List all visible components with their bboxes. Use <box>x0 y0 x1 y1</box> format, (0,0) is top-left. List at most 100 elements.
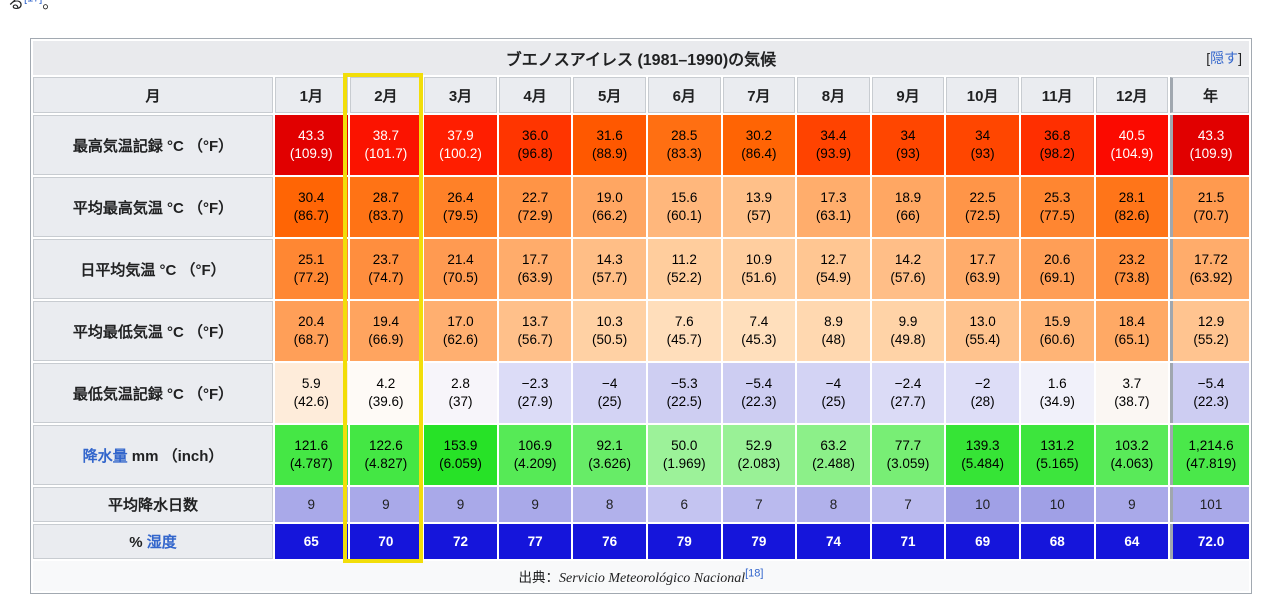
source-citation-ref[interactable]: [18] <box>745 567 764 579</box>
climate-cell: 22.7 (72.9) <box>498 177 572 237</box>
climate-cell: 2.8 (37) <box>424 363 497 423</box>
table-row: 降水量 mm （inch） 121.6 (4.787) 122.6 (4.827) 153… <box>33 425 1249 485</box>
row-label-link[interactable]: 湿度 <box>146 534 177 551</box>
climate-cell: −2.4 (27.7) <box>871 363 945 423</box>
hide-control: [隠す] <box>1206 50 1242 66</box>
citation-ref[interactable]: [17] <box>24 0 42 5</box>
climate-cell: 34.4 (93.9) <box>797 115 870 175</box>
climate-cell: 31.6 (88.9) <box>573 115 646 175</box>
climate-cell: 9 <box>424 487 497 522</box>
climate-cell: 7 <box>722 487 796 522</box>
climate-cell: 25.1 (77.2) <box>275 239 348 299</box>
climate-cell: 9 <box>498 487 572 522</box>
source-row: 出典：Servicio Meteorológico Nacional[18] <box>33 561 1249 591</box>
climate-cell: 11.2 (52.2) <box>647 239 721 299</box>
climate-cell: −2 (28) <box>946 363 1019 423</box>
climate-cell: 18.4 (65.1) <box>1095 301 1169 361</box>
climate-cell: 69 <box>946 524 1019 559</box>
climate-cell: 101 <box>1170 487 1249 522</box>
table-row: 最高気温記録 °C （°F） 43.3 (109.9) 38.7 (101.7) 37.9… <box>33 115 1249 175</box>
table-row: 日平均気温 °C （°F） 25.1 (77.2) 23.7 (74.7) 21.4 (70… <box>33 239 1249 299</box>
climate-cell: 17.0 (62.6) <box>424 301 497 361</box>
climate-cell: 14.3 (57.7) <box>573 239 646 299</box>
title-row: ブエノスアイレス (1981–1990)の気候 [隠す] <box>33 41 1249 75</box>
climate-cell: 15.6 (60.1) <box>647 177 721 237</box>
climate-cell: 121.6 (4.787) <box>275 425 348 485</box>
climate-cell: 63.2 (2.488) <box>797 425 870 485</box>
climate-cell: 8 <box>573 487 646 522</box>
row-label: 降水量 mm （inch） <box>33 425 273 485</box>
climate-cell: 43.3 (109.9) <box>1170 115 1249 175</box>
row-label: % 湿度 <box>33 524 273 559</box>
climate-cell: 92.1 (3.626) <box>573 425 646 485</box>
climate-cell: 19.0 (66.2) <box>573 177 646 237</box>
row-label: 日平均気温 °C （°F） <box>33 239 273 299</box>
column-header-row: 月 1月 2月 3月 4月 5月 6月 7月 8月 9月 10月 11月 12月年 <box>33 77 1249 113</box>
climate-cell: 76 <box>573 524 646 559</box>
climate-cell: 36.0 (96.8) <box>498 115 572 175</box>
climate-cell: 79 <box>722 524 796 559</box>
climate-cell: 38.7 (101.7) <box>349 115 423 175</box>
climate-cell: 9 <box>1095 487 1169 522</box>
climate-cell: 17.72 (63.92) <box>1170 239 1249 299</box>
table-row: 最低気温記録 °C （°F） 5.9 (42.6) 4.2 (39.6) 2.8 (37) −… <box>33 363 1249 423</box>
climate-cell: 21.5 (70.7) <box>1170 177 1249 237</box>
table-row: 平均最高気温 °C （°F） 30.4 (86.7) 28.7 (83.7) 26.4 (7… <box>33 177 1249 237</box>
climate-cell: 7.6 (45.7) <box>647 301 721 361</box>
climate-cell: 13.7 (56.7) <box>498 301 572 361</box>
climate-table-wrapper: ブエノスアイレス (1981–1990)の気候 [隠す] 月 1月 2月 3月 4月 5月… <box>30 38 1252 594</box>
climate-cell: 74 <box>797 524 870 559</box>
table-title: ブエノスアイレス (1981–1990)の気候 <box>505 52 777 69</box>
climate-cell: 7.4 (45.3) <box>722 301 796 361</box>
climate-cell: 9.9 (49.8) <box>871 301 945 361</box>
climate-cell: 50.0 (1.969) <box>647 425 721 485</box>
climate-cell: 77 <box>498 524 572 559</box>
climate-cell: 122.6 (4.827) <box>349 425 423 485</box>
row-label: 平均降水日数 <box>33 487 273 522</box>
row-label: 平均最高気温 °C （°F） <box>33 177 273 237</box>
column-header-12月: 12月 <box>1095 77 1169 113</box>
climate-cell: 15.9 (60.6) <box>1020 301 1094 361</box>
climate-cell: 17.7 (63.9) <box>498 239 572 299</box>
climate-cell: 103.2 (4.063) <box>1095 425 1169 485</box>
climate-cell: 20.6 (69.1) <box>1020 239 1094 299</box>
hide-link[interactable]: 隠す <box>1210 50 1239 66</box>
climate-cell: 8.9 (48) <box>797 301 870 361</box>
source-prefix: 出典： <box>518 569 560 585</box>
climate-cell: 43.3 (109.9) <box>275 115 348 175</box>
column-header-3月: 3月 <box>424 77 497 113</box>
climate-cell: 26.4 (79.5) <box>424 177 497 237</box>
climate-cell: 17.3 (63.1) <box>797 177 870 237</box>
row-label: 平均最低気温 °C （°F） <box>33 301 273 361</box>
climate-cell: 17.7 (63.9) <box>946 239 1019 299</box>
row-label: 最高気温記録 °C （°F） <box>33 115 273 175</box>
climate-cell: 10.3 (50.5) <box>573 301 646 361</box>
climate-cell: 30.2 (86.4) <box>722 115 796 175</box>
fragment-text: る <box>8 0 25 12</box>
climate-cell: 72.0 <box>1170 524 1249 559</box>
climate-cell: 9 <box>275 487 348 522</box>
climate-cell: 12.9 (55.2) <box>1170 301 1249 361</box>
climate-cell: 36.8 (98.2) <box>1020 115 1094 175</box>
climate-cell: −2.3 (27.9) <box>498 363 572 423</box>
row-label-link[interactable]: 降水量 <box>82 447 128 465</box>
column-header-7月: 7月 <box>722 77 796 113</box>
climate-cell: 71 <box>871 524 945 559</box>
table-row: 平均最低気温 °C （°F） 20.4 (68.7) 19.4 (66.9) 17.0 (6… <box>33 301 1249 361</box>
column-header-5月: 5月 <box>573 77 646 113</box>
climate-cell: 20.4 (68.7) <box>275 301 348 361</box>
climate-cell: 10 <box>946 487 1019 522</box>
column-header-10月: 10月 <box>946 77 1019 113</box>
column-header-6月: 6月 <box>647 77 721 113</box>
climate-cell: 65 <box>275 524 348 559</box>
climate-cell: 79 <box>647 524 721 559</box>
fragment-text-end: 。 <box>42 0 59 12</box>
climate-cell: 106.9 (4.209) <box>498 425 572 485</box>
climate-cell: 77.7 (3.059) <box>871 425 945 485</box>
column-header-4月: 4月 <box>498 77 572 113</box>
column-header-8月: 8月 <box>797 77 870 113</box>
climate-cell: 10 <box>1020 487 1094 522</box>
climate-cell: 68 <box>1020 524 1094 559</box>
climate-cell: 9 <box>349 487 423 522</box>
